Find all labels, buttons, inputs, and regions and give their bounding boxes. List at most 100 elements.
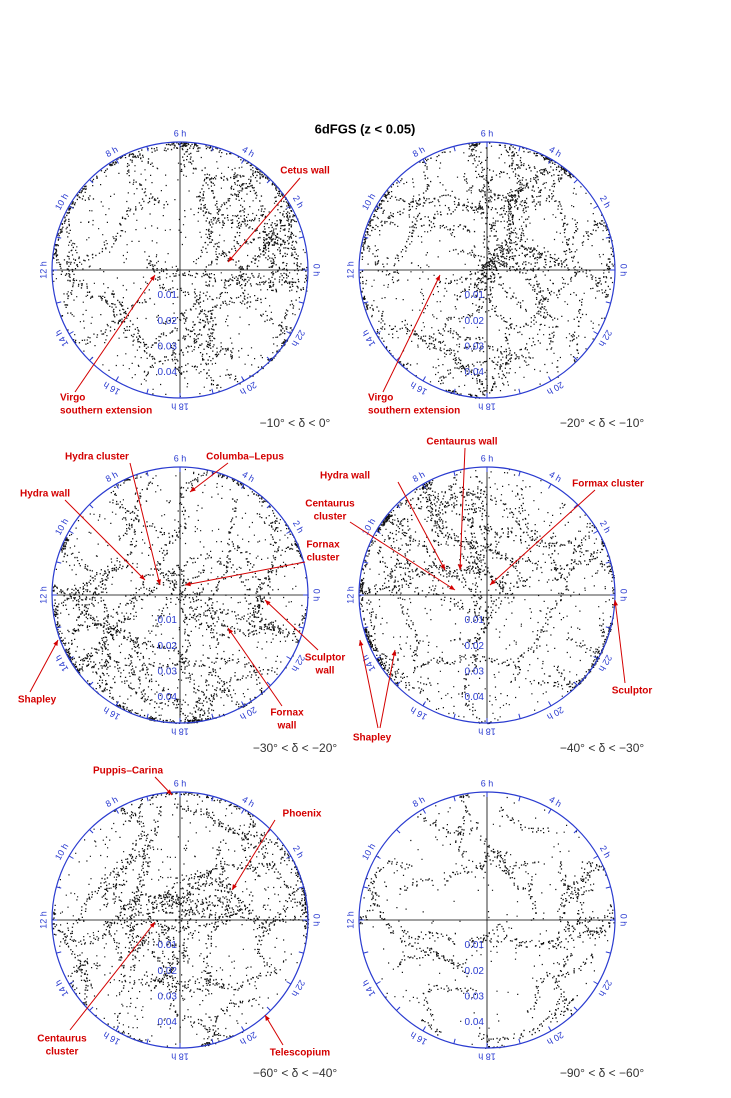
hour-tick — [211, 388, 214, 394]
hour-tick — [56, 561, 62, 564]
hour-tick — [593, 981, 599, 985]
dec-range: −90° < δ < −60° — [560, 1066, 645, 1080]
hour-tick — [89, 179, 94, 184]
z-tick-label: 0.04 — [158, 692, 178, 703]
arrow-head — [228, 628, 234, 634]
hour-tick — [422, 808, 426, 814]
arrow-head — [440, 564, 445, 570]
dec-range: −10° < δ < 0° — [260, 416, 331, 430]
hour-tick — [68, 981, 74, 985]
hour-tick — [56, 301, 62, 304]
annotation-label: southern extension — [368, 406, 460, 417]
hour-tick — [593, 331, 599, 335]
hour-tick — [89, 356, 94, 361]
hour-tick — [375, 855, 381, 859]
hour-tick — [573, 504, 578, 509]
hour-tick — [518, 471, 521, 477]
hour-label: 6 h — [481, 778, 494, 788]
hour-tick — [605, 561, 611, 564]
hour-tick — [375, 205, 381, 209]
arrow-head — [435, 275, 440, 281]
annotation-label: Centaurus — [37, 1034, 87, 1045]
hour-tick — [375, 530, 381, 534]
hour-label: 6 h — [481, 128, 494, 138]
hour-tick — [146, 1038, 149, 1044]
annotation-label: southern extension — [60, 406, 152, 417]
hour-label: 8 h — [104, 469, 120, 484]
hour-tick — [548, 158, 552, 164]
hour-tick — [241, 376, 245, 382]
hour-label: 8 h — [104, 144, 120, 159]
annotation-label: Phoenix — [283, 809, 322, 820]
annotation-arrow — [227, 177, 301, 263]
hour-label: 0 h — [312, 914, 322, 927]
hour-tick — [115, 158, 119, 164]
annotation-label: Hydra wall — [20, 489, 70, 500]
dec-range: −40° < δ < −30° — [560, 741, 645, 755]
annotation-arrow — [359, 639, 379, 729]
hour-label: 4 h — [240, 144, 256, 159]
hour-label: 8 h — [411, 144, 427, 159]
hour-tick — [266, 179, 271, 184]
hour-label: 8 h — [411, 794, 427, 809]
hour-tick — [518, 1038, 521, 1044]
annotation-label: Formax cluster — [572, 479, 644, 490]
hour-tick — [375, 981, 381, 985]
hour-label: 2 h — [291, 519, 306, 535]
z-tick-label: 0.04 — [465, 367, 485, 378]
annotation-arrow — [227, 627, 283, 707]
hour-tick — [593, 855, 599, 859]
hour-label: 0 h — [312, 589, 322, 602]
annotation-arrow — [189, 462, 229, 493]
arrow-head — [232, 884, 237, 890]
hour-tick — [548, 483, 552, 489]
hour-tick — [146, 388, 149, 394]
arrow-head — [613, 600, 618, 606]
hour-tick — [68, 530, 74, 534]
annotation-arrow — [29, 639, 59, 693]
hour-tick — [363, 301, 369, 304]
hour-label: 12 h — [345, 261, 355, 279]
hour-tick — [363, 561, 369, 564]
hour-label: 2 h — [291, 844, 306, 860]
annotation-arrow — [459, 447, 466, 571]
polar-panel: 0 h2 h4 h6 h8 h10 h12 h14 h16 h18 h20 h2… — [37, 766, 337, 1081]
z-tick-label: 0.01 — [465, 290, 485, 301]
hour-tick — [298, 951, 304, 954]
annotation-label: Cetus wall — [280, 166, 330, 177]
hour-tick — [422, 1026, 426, 1032]
hour-tick — [548, 1026, 552, 1032]
arrow-head — [358, 640, 364, 646]
hour-tick — [211, 1038, 214, 1044]
z-tick-label: 0.01 — [465, 615, 485, 626]
hour-tick — [396, 829, 401, 834]
z-tick-label: 0.03 — [465, 341, 485, 352]
arrow-head — [156, 579, 161, 585]
z-tick-label: 0.01 — [465, 940, 485, 951]
hour-tick — [573, 1006, 578, 1011]
z-tick-label: 0.02 — [158, 316, 178, 327]
hour-label: 12 h — [345, 586, 355, 604]
hour-tick — [518, 388, 521, 394]
hour-label: 4 h — [547, 794, 563, 809]
hour-tick — [89, 504, 94, 509]
annotation-arrow — [397, 481, 446, 571]
galaxy-dots — [52, 468, 309, 724]
z-tick-label: 0.02 — [158, 641, 178, 652]
hour-label: 0 h — [619, 589, 629, 602]
hour-tick — [298, 236, 304, 239]
polar-panel: 0 h2 h4 h6 h8 h10 h12 h14 h16 h18 h20 h2… — [18, 452, 346, 756]
arrow-head — [228, 256, 234, 262]
z-tick-label: 0.01 — [158, 290, 178, 301]
hour-tick — [363, 236, 369, 239]
annotation-label: Shapley — [353, 733, 392, 744]
hour-tick — [573, 179, 578, 184]
hour-tick — [115, 483, 119, 489]
arrow-head — [53, 640, 58, 646]
hour-tick — [593, 530, 599, 534]
hour-label: 6 h — [174, 778, 187, 788]
arrow-head — [490, 579, 496, 585]
hour-tick — [453, 146, 456, 152]
hour-label: 18 h — [171, 727, 189, 737]
